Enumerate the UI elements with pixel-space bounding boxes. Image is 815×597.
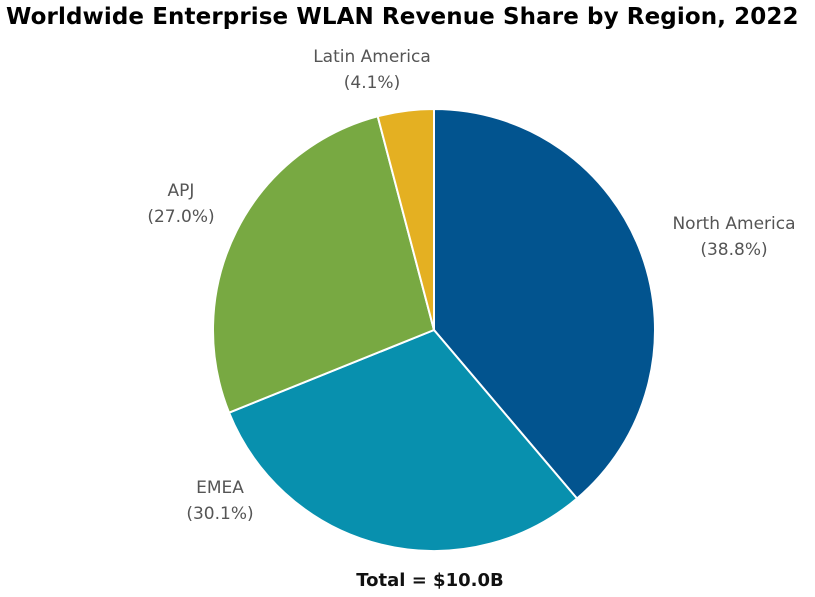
pie-slice-emea bbox=[228, 329, 578, 552]
slice-label-north-america: North America bbox=[672, 214, 795, 234]
slice-value-north-america: (38.8%) bbox=[700, 240, 767, 260]
chart-title: Worldwide Enterprise WLAN Revenue Share … bbox=[6, 4, 799, 30]
pie-slices bbox=[211, 108, 656, 552]
slice-label-emea: EMEA bbox=[196, 478, 244, 498]
pie-slice-apj bbox=[211, 115, 435, 414]
slice-label-apj: APJ bbox=[168, 181, 195, 201]
slice-label-latin-america: Latin America bbox=[313, 47, 431, 67]
pie-slice-latin-america bbox=[376, 108, 435, 331]
total-footer: Total = $10.0B bbox=[356, 570, 504, 591]
slice-value-emea: (30.1%) bbox=[186, 504, 253, 524]
slice-value-apj: (27.0%) bbox=[147, 207, 214, 227]
slice-value-latin-america: (4.1%) bbox=[344, 73, 400, 93]
pie-labels: North America (38.8%) EMEA (30.1%) APJ (27.0%… bbox=[147, 47, 795, 524]
pie-slice-north-america bbox=[433, 108, 656, 500]
